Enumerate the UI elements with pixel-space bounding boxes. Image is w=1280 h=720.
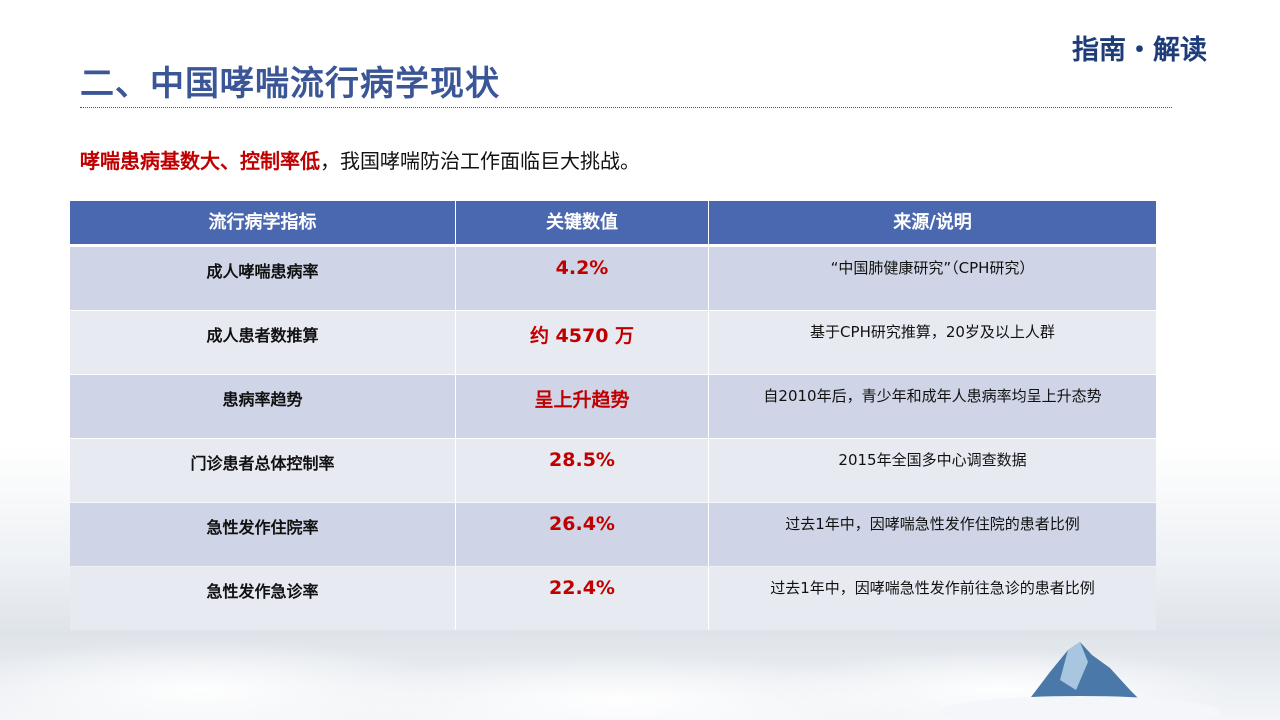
table-cell: 急性发作急诊率 [70, 567, 456, 630]
table-cell: 患病率趋势 [70, 375, 456, 438]
table-cell: 2015年全国多中心调查数据 [838, 451, 1027, 469]
divider [80, 107, 1172, 108]
table-row: 门诊患者总体控制率 28.5% 2015年全国多中心调查数据 [70, 439, 1156, 502]
table-row: 急性发作住院率 26.4% 过去1年中，因哮喘急性发作住院的患者比例 [70, 503, 1156, 566]
table-row: 急性发作急诊率 22.4% 过去1年中，因哮喘急性发作前往急诊的患者比例 [70, 567, 1156, 630]
table-header: 流行病学指标 关键数值 来源/说明 [70, 201, 1156, 244]
table-row: 成人哮喘患病率 4.2% “中国肺健康研究”（CPH研究） [70, 247, 1156, 310]
table-cell: 26.4% [456, 503, 709, 566]
table-cell: 过去1年中，因哮喘急性发作前往急诊的患者比例 [770, 579, 1095, 597]
table-cell: 自2010年后，青少年和成年人患病率均呈上升态势 [763, 387, 1102, 405]
header-cell: 流行病学指标 [70, 201, 456, 244]
table-row: 患病率趋势 呈上升趋势 自2010年后，青少年和成年人患病率均呈上升态势 [70, 375, 1156, 438]
table-row: 成人患者数推算约 4570 万 基于CPH研究推算，20岁及以上人群 [70, 311, 1156, 374]
table-cell: 约 4570 万 [456, 311, 709, 374]
intro-text: ，我国哮喘防治工作面临巨大挑战。 [320, 149, 640, 173]
header-cell: 关键数值 [456, 201, 709, 244]
table-cell: 基于CPH研究推算，20岁及以上人群 [810, 323, 1055, 341]
table-cell: 成人哮喘患病率 [70, 247, 456, 310]
table-cell: 呈上升趋势 [456, 375, 709, 438]
table-cell: 4.2% [456, 247, 709, 310]
slide-title: 二、中国哮喘流行病学现状 [80, 64, 500, 104]
table: 流行病学指标 关键数值 来源/说明成人哮喘患病率 4.2% “中国肺健康研究”（CPH研… [70, 201, 1156, 631]
table-cell: 成人患者数推算 [70, 311, 456, 374]
table-cell: 28.5% [456, 439, 709, 502]
table-cell: 22.4% [456, 567, 709, 630]
table-cell: 门诊患者总体控制率 [70, 439, 456, 502]
slide-tag: 指南・解读 [1072, 35, 1207, 66]
table-cell: 过去1年中，因哮喘急性发作住院的患者比例 [785, 515, 1080, 533]
table-cell: “中国肺健康研究”（CPH研究） [830, 259, 1035, 277]
header-cell: 来源/说明 [893, 212, 972, 233]
intro-highlight: 哮喘患病基数大、控制率低 [80, 149, 320, 173]
intro: 哮喘患病基数大、控制率低，我国哮喘防治工作面临巨大挑战。 [80, 145, 640, 174]
table-cell: 急性发作住院率 [70, 503, 456, 566]
